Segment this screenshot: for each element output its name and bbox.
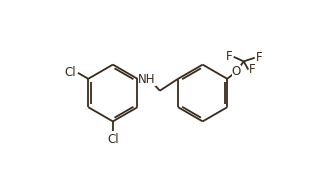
Text: Cl: Cl xyxy=(107,133,119,146)
Text: F: F xyxy=(249,63,256,76)
Text: O: O xyxy=(232,65,241,78)
Text: Cl: Cl xyxy=(65,66,76,79)
Text: F: F xyxy=(256,51,262,64)
Text: NH: NH xyxy=(138,73,156,86)
Text: F: F xyxy=(226,50,233,63)
